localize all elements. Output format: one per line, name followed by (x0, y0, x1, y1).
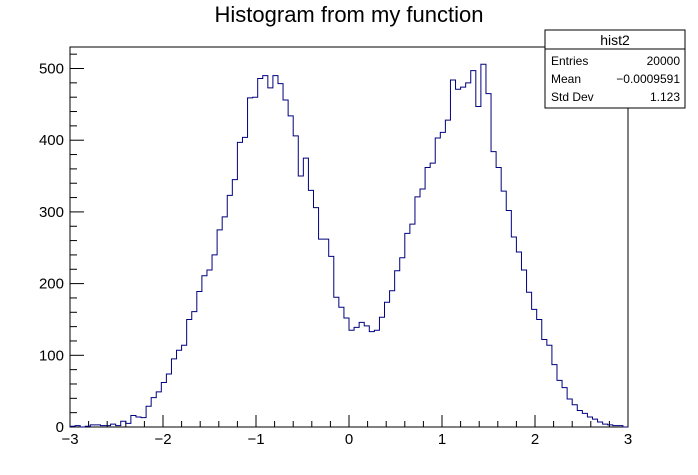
x-tick-label: 1 (438, 431, 446, 448)
plot-frame (69, 46, 629, 428)
x-axis: −3 −2 −1 0 1 2 3 (61, 415, 632, 448)
chart-title: Histogram from my function (215, 2, 484, 27)
stats-mean-value: −0.0009591 (616, 72, 680, 86)
stats-entries-value: 20000 (647, 54, 681, 68)
x-tick-label: −2 (154, 431, 171, 448)
stats-box-name: hist2 (600, 32, 630, 48)
histogram-outline (69, 63, 628, 428)
stats-entries-label: Entries (551, 54, 588, 68)
stats-stddev-value: 1.123 (650, 90, 680, 104)
y-tick-label: 300 (39, 204, 64, 221)
x-tick-label: 2 (531, 431, 539, 448)
y-axis: 0 100 200 300 400 500 (39, 53, 84, 436)
stats-box-frame (544, 29, 686, 109)
x-tick-label: −1 (247, 431, 264, 448)
x-tick-label: 3 (624, 431, 632, 448)
x-tick-label: −3 (61, 431, 78, 448)
x-tick-label: 0 (345, 431, 353, 448)
y-tick-label: 400 (39, 132, 64, 149)
stats-stddev-label: Std Dev (551, 90, 594, 104)
y-tick-label: 0 (56, 419, 64, 436)
stats-box: hist2 Entries 20000 Mean −0.0009591 Std … (544, 29, 686, 109)
y-tick-label: 200 (39, 276, 64, 293)
y-tick-label: 500 (39, 61, 64, 78)
y-tick-label: 100 (39, 347, 64, 364)
stats-mean-label: Mean (551, 72, 581, 86)
